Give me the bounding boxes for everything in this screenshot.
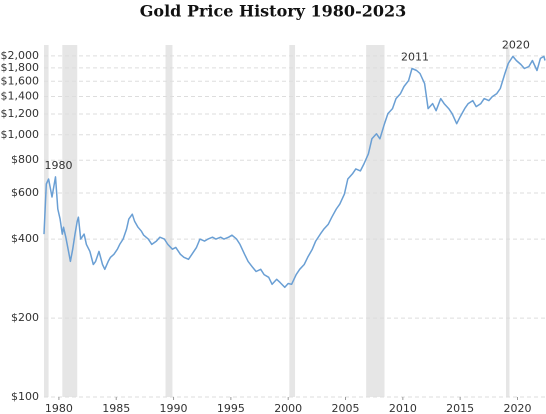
x-tick-label: 1985 (102, 402, 130, 414)
y-tick-label: $2,000 (1, 49, 40, 62)
recession-band (44, 45, 49, 397)
recession-band (289, 45, 296, 397)
recession-band (366, 45, 385, 397)
y-tick-label: $400 (11, 232, 39, 245)
x-tick-label: 1980 (45, 402, 73, 414)
x-tick-label: 2010 (389, 402, 417, 414)
x-tick-label: 2015 (446, 402, 474, 414)
y-tick-label: $1,800 (1, 61, 40, 74)
x-tick-label: 2000 (274, 402, 302, 414)
chart-title: Gold Price History 1980-2023 (140, 2, 406, 21)
annotation: 2011 (401, 50, 429, 63)
y-tick-label: $800 (11, 153, 39, 166)
recession-band (165, 45, 173, 397)
y-tick-label: $1,200 (1, 107, 40, 120)
recession-band (62, 45, 78, 397)
x-tick-label: 2020 (503, 402, 531, 414)
recession-band (506, 45, 510, 397)
y-tick-label: $1,400 (1, 89, 40, 102)
annotation: 2020 (502, 38, 530, 51)
x-tick-label: 2005 (332, 402, 360, 414)
x-tick-label: 1995 (217, 402, 245, 414)
price-line (43, 55, 546, 289)
y-tick-label: $600 (11, 186, 39, 199)
y-tick-label: $200 (11, 311, 39, 324)
y-tick-label: $1,600 (1, 74, 40, 87)
y-tick-label: $100 (11, 390, 39, 403)
annotation: 1980 (44, 159, 72, 172)
y-tick-label: $1,000 (1, 128, 40, 141)
x-tick-label: 1990 (160, 402, 188, 414)
